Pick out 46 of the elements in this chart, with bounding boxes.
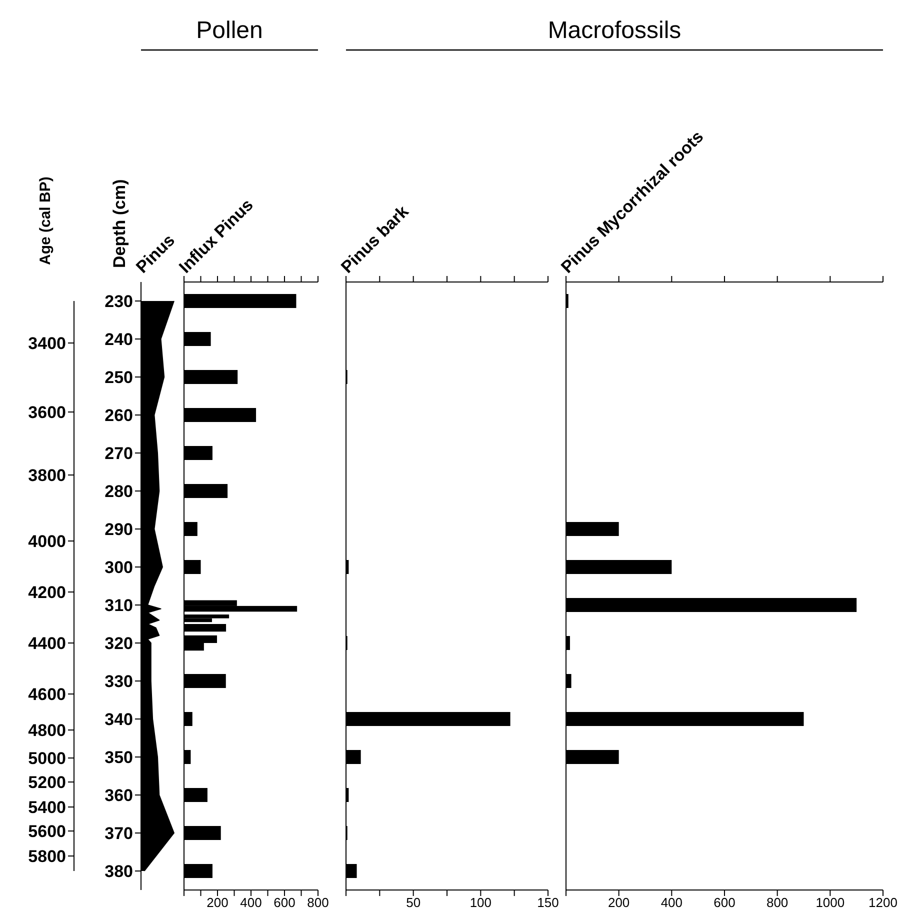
text: 5800 [28,846,66,866]
x-tick-label: 400 [660,895,683,910]
text: 5400 [28,798,66,817]
text: 3400 [28,334,66,353]
text: Pollen [196,17,263,44]
y-tick-label: 280 [104,482,133,502]
y-tick-label: 370 [104,824,133,844]
x-tick-label: 100 [470,895,492,910]
y-tick-label: 340 [104,710,133,730]
y-tick-label: 300 [104,558,133,578]
y-tick-label: 230 [104,292,133,312]
text: 5200 [28,772,66,792]
text: 4000 [28,532,66,551]
y-tick-label: 330 [104,672,133,692]
text: 3600 [28,402,66,422]
x-tick-label: 800 [307,895,329,910]
text: 4800 [28,720,66,740]
y-tick-label: 260 [104,406,133,426]
x-tick-label: 150 [537,895,559,910]
text: 4600 [28,684,66,704]
x-tick-label: 200 [206,895,228,910]
x-tick-label: 1000 [816,895,845,910]
text: 4400 [28,634,66,653]
y-tick-label: 350 [104,748,133,768]
text: 5000 [28,748,66,768]
y-tick-label: 310 [104,596,133,616]
y-axis-title: Depth (cm) [110,179,129,268]
y-tick-label: 290 [104,520,133,540]
text: 4200 [28,582,66,602]
text: Macrofossils [548,17,682,44]
x-tick-label: 200 [608,895,630,910]
y-tick-label: 270 [104,444,133,464]
x-tick-label: 800 [766,895,788,910]
x-tick-label: 1200 [868,895,898,910]
y-tick-label: 250 [104,368,133,388]
text: 5600 [28,822,66,841]
text: 3800 [28,466,66,485]
y-tick-label: 380 [104,862,133,882]
x-tick-label: 600 [714,895,736,910]
y-tick-label: 320 [104,634,133,654]
y2-axis-title: Age (cal BP) [37,176,54,265]
y-tick-label: 360 [104,786,133,806]
y-tick-label: 240 [104,330,133,350]
x-tick-label: 600 [274,895,296,910]
x-tick-label: 400 [240,895,262,910]
x-tick-label: 50 [406,895,421,910]
